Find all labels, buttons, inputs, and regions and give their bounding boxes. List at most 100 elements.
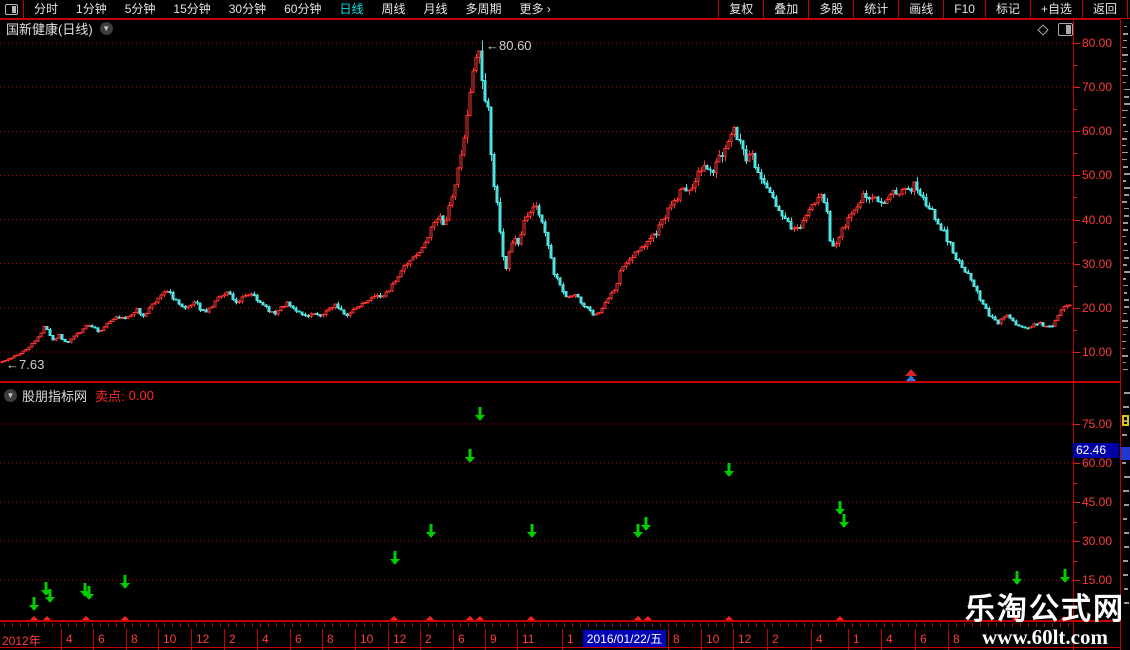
time-minor-tick	[108, 623, 109, 627]
time-minor-tick	[540, 623, 541, 627]
menu-item-画线[interactable]: 画线	[898, 0, 943, 19]
period-menu: 分时 1分钟 5分钟 15分钟 30分钟 60分钟 日线 周线 月线 多周期 更多 ›	[25, 0, 560, 19]
menu-item-周线[interactable]: 周线	[381, 2, 406, 16]
menu-item-30分钟[interactable]: 30分钟	[228, 2, 267, 16]
time-minor-tick	[1028, 623, 1029, 627]
time-minor-tick	[468, 623, 469, 627]
watermark: 乐淘公式网 www.60lt.com	[965, 594, 1125, 648]
frame-line	[0, 19, 1130, 20]
strip-glyph	[1123, 250, 1128, 251]
layout-toggle-button[interactable]	[0, 0, 24, 19]
time-minor-tick	[356, 623, 357, 627]
watermark-line1: 乐淘公式网	[965, 593, 1125, 627]
strip-glyph	[1122, 110, 1128, 111]
sell-signal-arrow	[84, 586, 94, 600]
signal-date-mark	[121, 616, 129, 620]
indicator-axis-label: 15.00	[1082, 573, 1113, 587]
strip-glyph	[1123, 33, 1128, 35]
time-minor-tick	[580, 623, 581, 627]
time-label: 1	[853, 632, 860, 646]
indicator-axis-label: 60.00	[1082, 456, 1113, 470]
time-minor-tick	[604, 623, 605, 627]
main-axis-minor-tick	[1074, 65, 1077, 67]
time-minor-tick	[724, 623, 725, 627]
pane-split-icon[interactable]	[1058, 23, 1073, 36]
time-separator	[93, 629, 94, 650]
time-label: 8	[327, 632, 334, 646]
time-minor-tick	[628, 623, 629, 627]
time-separator	[355, 629, 356, 650]
strip-glyph	[1124, 208, 1129, 209]
menu-item-多股[interactable]: 多股	[808, 0, 853, 19]
time-minor-tick	[116, 623, 117, 627]
time-minor-tick	[988, 623, 989, 627]
menu-item-月线[interactable]: 月线	[423, 2, 448, 16]
menu-item-15分钟[interactable]: 15分钟	[173, 2, 211, 16]
strip-glyph	[1124, 602, 1129, 604]
menu-item-F10[interactable]: F10	[943, 0, 985, 19]
menu-item-+自选[interactable]: +自选	[1029, 0, 1082, 19]
menu-item-返回[interactable]: 返回	[1081, 0, 1128, 19]
menu-item-多周期[interactable]: 多周期	[465, 2, 502, 16]
menu-item-更多 ›[interactable]: 更多 ›	[519, 2, 551, 16]
time-minor-tick	[948, 623, 949, 627]
strip-glyph	[1123, 406, 1129, 408]
indicator-axis-minor-tick	[1074, 482, 1077, 484]
time-minor-tick	[588, 623, 589, 627]
time-minor-tick	[364, 623, 365, 627]
sell-signal-arrow	[29, 597, 39, 611]
main-axis-tick	[1074, 43, 1080, 44]
menu-item-分时[interactable]: 分时	[34, 2, 59, 16]
indicator-chart[interactable]	[0, 383, 1073, 620]
right-mini-strip	[1120, 19, 1130, 650]
strip-glyph	[1124, 89, 1130, 90]
time-minor-tick	[916, 623, 917, 627]
time-minor-tick	[388, 623, 389, 627]
strip-glyph	[1122, 152, 1128, 153]
chevron-down-icon[interactable]: ▼	[4, 389, 17, 402]
time-separator	[733, 629, 734, 650]
time-label: 9	[490, 632, 497, 646]
indicator-axis-tick	[1074, 424, 1080, 425]
time-separator	[388, 629, 389, 650]
strip-glyph	[1122, 47, 1127, 48]
time-minor-tick	[228, 623, 229, 627]
sell-signal-arrow	[1012, 571, 1022, 585]
menu-item-日线[interactable]: 日线	[339, 2, 364, 16]
time-minor-tick	[316, 623, 317, 627]
highlighted-date: 2016/01/22/五	[583, 630, 666, 647]
menu-item-叠加[interactable]: 叠加	[763, 0, 808, 19]
time-minor-tick	[84, 623, 85, 627]
strip-glyph	[1123, 574, 1128, 576]
main-axis-tick	[1074, 175, 1080, 177]
main-candlestick-chart[interactable]	[0, 37, 1073, 381]
time-minor-tick	[404, 623, 405, 627]
time-minor-tick	[780, 623, 781, 627]
time-minor-tick	[860, 623, 861, 627]
time-label: 6	[295, 632, 302, 646]
time-minor-tick	[796, 623, 797, 627]
sell-signal-arrow	[426, 524, 436, 538]
time-label: 6	[98, 632, 105, 646]
time-minor-tick	[396, 623, 397, 627]
time-minor-tick	[500, 623, 501, 627]
strip-glyph	[1123, 327, 1128, 328]
indicator-cursor-readout: 62.46	[1073, 442, 1119, 458]
strip-blue-marker	[1121, 447, 1130, 460]
time-minor-tick	[196, 623, 197, 627]
time-separator	[701, 629, 702, 650]
strip-glyph	[1123, 518, 1127, 520]
time-minor-tick	[100, 623, 101, 627]
time-minor-tick	[636, 623, 637, 627]
menu-item-复权[interactable]: 复权	[718, 0, 763, 19]
menu-item-5分钟[interactable]: 5分钟	[124, 2, 156, 16]
menu-item-1分钟[interactable]: 1分钟	[76, 2, 107, 16]
menu-item-统计[interactable]: 统计	[853, 0, 898, 19]
menu-item-标记[interactable]: 标记	[984, 0, 1030, 19]
strip-glyph	[1124, 103, 1130, 105]
time-minor-tick	[76, 623, 77, 627]
chevron-down-icon[interactable]: ▼	[99, 22, 113, 35]
menu-item-60分钟[interactable]: 60分钟	[284, 2, 322, 16]
time-minor-tick	[68, 623, 69, 627]
